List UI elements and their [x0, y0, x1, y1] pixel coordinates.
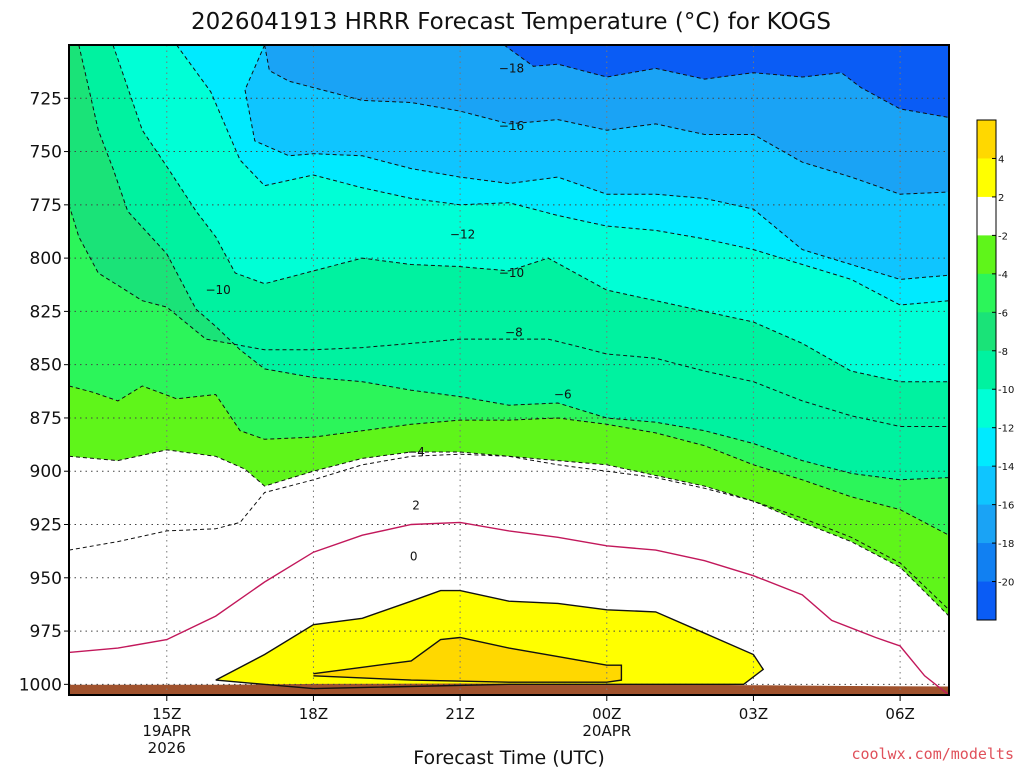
y-tick-label: 950 — [30, 569, 62, 589]
x-axis-title: Forecast Time (UTC) — [413, 747, 604, 768]
y-axis-ticks: 725 750 775 800 825 850 875 900 925 950 975 1000 — [19, 89, 69, 695]
y-tick-label: 775 — [30, 196, 62, 216]
contour-label: −12 — [450, 228, 475, 242]
x-tick-label: 21Z — [445, 705, 474, 723]
chart-title: 2026041913 HRRR Forecast Temperature (°C… — [191, 9, 831, 35]
colorbar-tick-label: -16 — [998, 501, 1014, 512]
colorbar-tick-label: -4 — [998, 270, 1008, 281]
contour-label: −4 — [407, 445, 425, 459]
contour-line-2 — [69, 453, 949, 611]
colorbar-swatch — [977, 120, 996, 159]
colorbar-tick-label: -20 — [998, 578, 1014, 589]
fill-band-2-to-4 — [215, 590, 764, 689]
contour-line--16 — [264, 45, 949, 195]
y-tick-label: 900 — [30, 462, 62, 482]
colorbar-tick-label: -8 — [998, 347, 1008, 358]
colorbar-swatch — [977, 389, 996, 429]
y-tick-label: 750 — [30, 143, 62, 163]
temperature-fills — [69, 45, 949, 695]
contour-line--12 — [176, 45, 949, 306]
colorbar-swatch — [977, 504, 996, 544]
contour-label: 2 — [412, 498, 420, 512]
colorbar-swatch — [977, 235, 996, 275]
credit-text: coolwx.com/modelts — [851, 745, 1014, 763]
plot-area: −18 −16 −12 −10 −10 −8 −6 −4 2 0 — [69, 45, 949, 695]
x-tick-label: 06Z — [885, 705, 914, 723]
contour-line--18 — [503, 45, 949, 118]
colorbar-tick-label: 4 — [998, 154, 1004, 165]
contour-line--8 — [78, 45, 949, 481]
contour-line-0 — [69, 521, 949, 695]
contour-label: −6 — [554, 388, 572, 402]
colorbar-tick-label: 2 — [998, 193, 1004, 204]
colorbar-tick-label: -12 — [998, 424, 1014, 435]
contour-label: −10 — [499, 266, 524, 280]
contour-line-6 — [313, 636, 623, 683]
fill-band-above--18 — [504, 45, 949, 118]
y-tick-label: 800 — [30, 249, 62, 269]
colorbar-swatch — [977, 158, 996, 198]
x-tick-label: 18Z — [299, 705, 328, 723]
y-tick-label: 975 — [30, 622, 62, 642]
contour-label: −18 — [499, 61, 524, 75]
contour-label: −8 — [505, 326, 523, 340]
y-tick-label: 925 — [30, 516, 62, 536]
colorbar-swatch — [977, 350, 996, 390]
y-tick-label: 825 — [30, 302, 62, 322]
colorbar-tick-label: -10 — [998, 385, 1014, 396]
colorbar-tick-label: -2 — [998, 231, 1008, 242]
colorbar-swatch — [977, 466, 996, 506]
grid-lines — [69, 45, 949, 695]
contour-line--4 — [69, 385, 949, 536]
colorbar-swatch — [977, 581, 996, 621]
x-tick-label: 00Z — [592, 705, 621, 723]
contour-lines — [69, 45, 949, 695]
x-tick-label: 15Z — [152, 705, 181, 723]
contour-line--2 — [69, 449, 949, 617]
colorbar-legend: -20 -18 -16 -14 -12 -10 -8 -6 -4 -2 2 4 — [976, 119, 1014, 621]
y-tick-label: 725 — [30, 89, 62, 109]
colorbar-tick-label: -6 — [998, 308, 1008, 319]
contour-line--14 — [244, 45, 949, 280]
x-tick-label: 20APR — [582, 722, 631, 740]
plot-frame — [68, 44, 950, 696]
y-tick-label: 1000 — [19, 675, 62, 695]
y-tick-label: 875 — [30, 409, 62, 429]
contour-label: −10 — [205, 283, 230, 297]
contour-line-4 — [215, 589, 765, 690]
colorbar-swatch — [977, 312, 996, 352]
x-tick-label: 19APR — [142, 722, 191, 740]
colorbar-tick-label: -18 — [998, 539, 1014, 550]
colorbar-swatch — [977, 196, 996, 236]
contour-label: −16 — [499, 119, 524, 133]
colorbar-tick-label: -14 — [998, 462, 1014, 473]
x-tick-label: 2026 — [148, 739, 186, 757]
contour-labels: −18 −16 −12 −10 −10 −8 −6 −4 2 0 — [205, 61, 572, 563]
x-tick-label: 03Z — [739, 705, 768, 723]
colorbar-swatch — [977, 427, 996, 467]
fill-band-4-to-6 — [313, 637, 622, 683]
colorbar-swatch — [977, 273, 996, 313]
fill-band-above--16 — [264, 45, 949, 195]
colorbar-swatch — [977, 543, 996, 583]
colorbar-frame — [976, 119, 997, 621]
y-tick-label: 850 — [30, 356, 62, 376]
contour-label: 0 — [410, 549, 418, 563]
